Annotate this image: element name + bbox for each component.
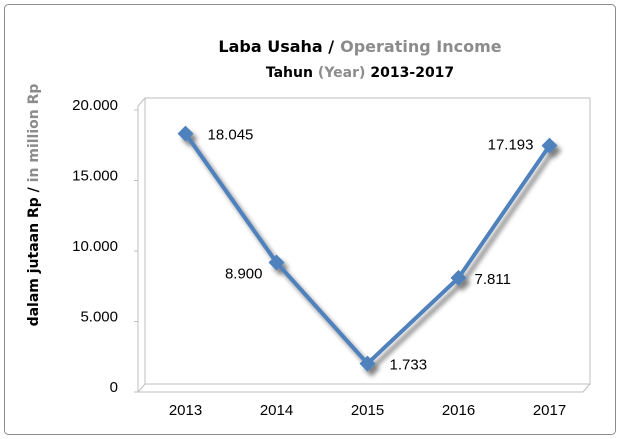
y-label-part: dalam jutaan Rp / bbox=[26, 186, 42, 326]
y-tick-label: 15.000 bbox=[72, 167, 118, 184]
subtitle-part: 2013-2017 bbox=[370, 65, 454, 81]
data-label: 7.811 bbox=[475, 271, 511, 288]
x-tick-label: 2013 bbox=[169, 402, 202, 419]
x-tick-label: 2016 bbox=[442, 402, 475, 419]
chart-title: Laba Usaha / Operating Income bbox=[218, 37, 501, 56]
y-tick-label: 5.000 bbox=[80, 308, 118, 325]
y-label-part: in million Rp bbox=[26, 84, 42, 183]
plot-floor bbox=[137, 98, 590, 393]
plot-frame bbox=[137, 97, 591, 393]
chart-border bbox=[4, 4, 616, 435]
subtitle-part: (Year) bbox=[318, 65, 366, 81]
x-tick-label: 2015 bbox=[351, 402, 384, 419]
y-tick-label: 20.000 bbox=[72, 97, 118, 114]
data-label: 1.733 bbox=[390, 357, 428, 374]
data-label: 17.193 bbox=[488, 137, 534, 154]
marker bbox=[359, 355, 376, 372]
y-axis-label: dalam jutaan Rp / in million Rp bbox=[26, 84, 42, 327]
marker bbox=[541, 137, 558, 154]
marker bbox=[450, 269, 467, 286]
subtitle-part: Tahun bbox=[266, 65, 313, 81]
chart-subtitle: Tahun (Year) 2013-2017 bbox=[266, 65, 454, 81]
marker bbox=[268, 254, 285, 271]
x-tick-label: 2014 bbox=[260, 402, 293, 419]
title-part: Laba Usaha / bbox=[218, 37, 334, 56]
title-part: Operating Income bbox=[340, 37, 502, 56]
y-tick-label: 0 bbox=[110, 379, 118, 396]
data-label: 18.045 bbox=[208, 127, 254, 144]
marker bbox=[177, 125, 194, 142]
series bbox=[177, 125, 558, 372]
x-tick-label: 2017 bbox=[533, 402, 566, 419]
y-tick-label: 10.000 bbox=[72, 238, 118, 255]
data-label: 8.900 bbox=[225, 265, 263, 282]
